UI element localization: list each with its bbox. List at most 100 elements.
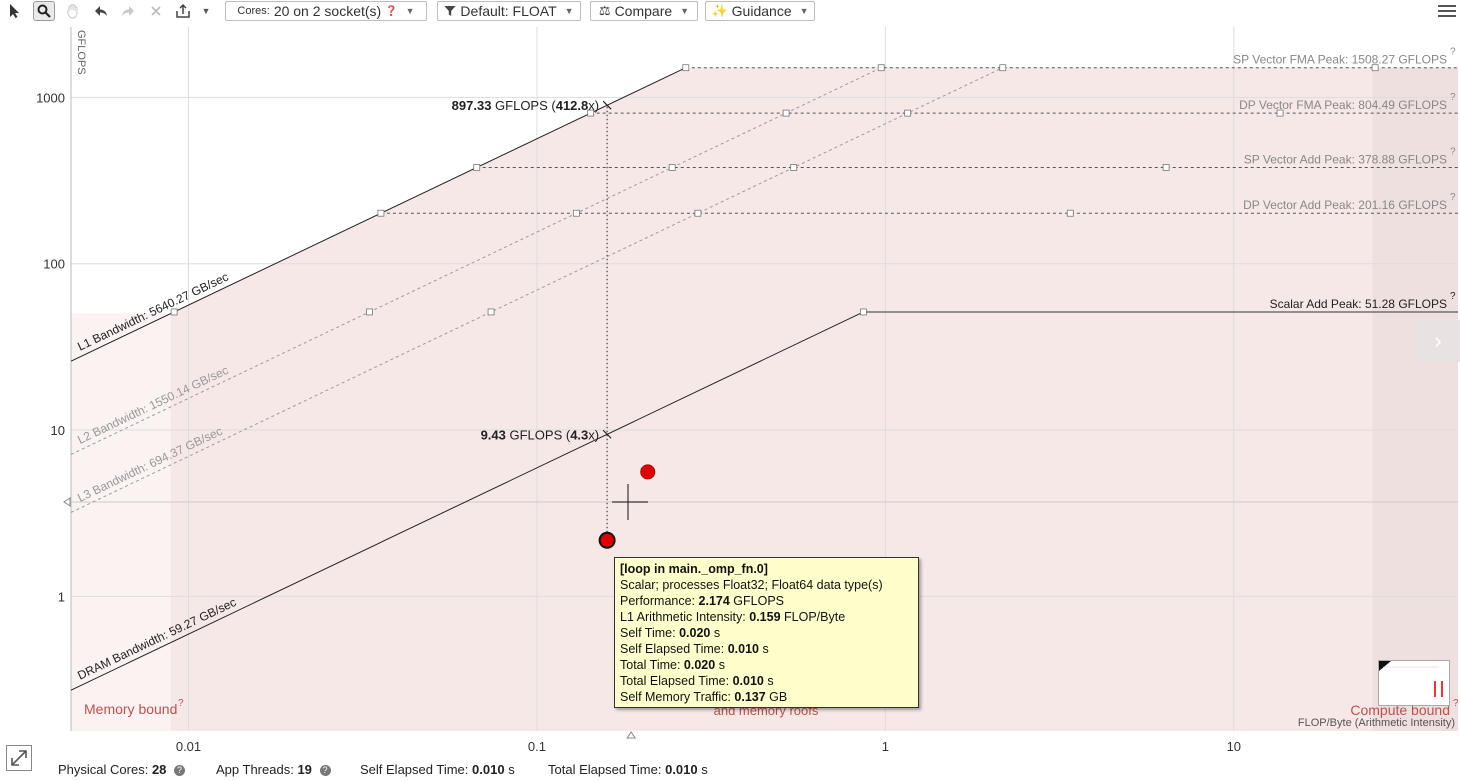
cores-help-icon[interactable]: ❓ xyxy=(385,5,398,17)
tooltip-datatype: Scalar; processes Float32; Float64 data … xyxy=(620,578,883,592)
compute-roof-label: DP Vector Add Peak: 201.16 GFLOPS xyxy=(1243,198,1447,212)
total-elapsed-label: Total Elapsed Time: xyxy=(548,762,662,777)
tooltip-self-elapsed-label: Self Elapsed Time: xyxy=(620,642,725,656)
help-question-icon[interactable]: ? xyxy=(319,765,331,776)
expand-diagonal-icon[interactable] xyxy=(6,745,32,771)
roof-intersection-marker xyxy=(572,209,580,217)
tooltip-sec-unit: s xyxy=(767,674,774,688)
guidance-annotation: 9.43 GFLOPS (4.3x) xyxy=(481,427,600,442)
roof-intersection-marker xyxy=(170,308,178,316)
tooltip-sec-unit: s xyxy=(718,658,725,672)
x-tick-label: 1 xyxy=(882,739,889,754)
tooltip-self-elapsed-value: 0.010 xyxy=(727,642,759,656)
help-question-icon: ? xyxy=(1450,192,1456,203)
self-elapsed-value: 0.010 xyxy=(472,762,505,777)
compute-roof-label: Scalar Add Peak: 51.28 GFLOPS xyxy=(1270,297,1447,311)
cores-label: Cores: xyxy=(237,5,270,17)
compute-bound-band xyxy=(1372,67,1458,731)
compute-roof-label: SP Vector FMA Peak: 1508.27 GFLOPS xyxy=(1233,53,1447,67)
tooltip-traffic-unit: GB xyxy=(769,690,788,704)
loop-data-point[interactable] xyxy=(598,531,616,549)
hamburger-menu-icon[interactable] xyxy=(1436,1,1458,21)
guidance-tick-mark xyxy=(602,100,612,110)
filter-dropdown[interactable]: Default: FLOAT ▼ xyxy=(437,1,581,21)
filter-label: Default: FLOAT xyxy=(460,3,557,19)
guidance-dropdown[interactable]: ✨ Guidance ▼ xyxy=(705,1,815,21)
undo-arrow-icon[interactable] xyxy=(92,1,110,21)
roof-intersection-marker xyxy=(682,64,690,72)
compute-roof-label: DP Vector FMA Peak: 804.49 GFLOPS xyxy=(1239,98,1447,112)
compute-roof-label: SP Vector Add Peak: 378.88 GFLOPS xyxy=(1244,152,1447,166)
memory-roof-line[interactable] xyxy=(70,311,864,691)
pan-hand-icon[interactable] xyxy=(64,1,82,21)
roof-intersection-marker xyxy=(790,164,798,171)
self-elapsed-label: Self Elapsed Time: xyxy=(360,762,469,777)
roof-intersection-marker xyxy=(904,109,912,117)
app-threads-label: App Threads: xyxy=(216,762,294,777)
cores-value: 20 on 2 socket(s) xyxy=(273,3,382,19)
tooltip-ai-unit: FLOP/Byte xyxy=(784,610,846,624)
roof-intersection-marker xyxy=(877,64,885,72)
y-tick-label: 10 xyxy=(51,423,65,438)
loop-data-point[interactable] xyxy=(640,464,656,480)
roof-intersection-marker xyxy=(1162,164,1170,171)
funnel-filter-icon xyxy=(444,6,456,16)
tooltip-title: [loop in main._omp_fn.0] xyxy=(620,562,768,576)
export-share-icon[interactable] xyxy=(174,1,192,21)
redo-arrow-icon[interactable] xyxy=(119,1,137,21)
roof-intersection-marker xyxy=(782,109,790,117)
guidance-tick-mark xyxy=(602,429,612,439)
roof-intersection-marker xyxy=(1066,209,1074,217)
chevron-down-icon: ▼ xyxy=(405,6,415,16)
y-tick-label: 1000 xyxy=(36,90,65,105)
zoom-magnifier-icon[interactable] xyxy=(33,1,55,21)
roof-intersection-marker xyxy=(366,308,373,316)
chevron-down-icon: ▼ xyxy=(564,6,574,16)
scales-icon: ⚖ xyxy=(598,3,611,18)
physical-cores-value: 28 xyxy=(151,762,167,777)
cores-dropdown[interactable]: Cores: 20 on 2 socket(s) ❓ ▼ xyxy=(225,1,427,21)
roof-intersection-marker xyxy=(694,209,702,217)
x-axis-label: FLOP/Byte (Arithmetic Intensity) xyxy=(1298,717,1455,729)
tooltip-self-time-value: 0.020 xyxy=(679,626,711,640)
y-axis-cursor-marker xyxy=(63,497,71,507)
roof-intersection-marker xyxy=(668,164,676,171)
x-tick-label: 0.1 xyxy=(528,739,546,754)
close-x-icon[interactable] xyxy=(147,1,165,21)
y-tick-label: 1 xyxy=(58,589,65,604)
chevron-right-icon[interactable]: › xyxy=(1416,320,1460,362)
tooltip-total-time-label: Total Time: xyxy=(620,658,681,672)
memory-bound-band xyxy=(71,313,171,731)
physical-cores-label: Physical Cores: xyxy=(58,762,149,777)
status-bar: Physical Cores: 28 ? App Threads: 19 ? S… xyxy=(0,760,1460,781)
help-question-icon: ? xyxy=(1450,92,1456,103)
roof-intersection-marker xyxy=(1276,109,1284,117)
chart-thumbnail-preview[interactable] xyxy=(1378,660,1450,706)
chevron-down-icon: ▼ xyxy=(680,6,690,16)
compare-dropdown[interactable]: ⚖ Compare ▼ xyxy=(590,1,698,21)
select-cursor-icon[interactable] xyxy=(6,1,24,21)
roof-intersection-marker xyxy=(1371,64,1379,72)
memory-bound-label: Memory bound xyxy=(84,701,177,717)
tooltip-perf-unit: GFLOPS xyxy=(733,594,784,608)
tooltip-total-time-value: 0.020 xyxy=(683,658,716,672)
tooltip-traffic-label: Self Memory Traffic: xyxy=(620,690,731,704)
roofline-chart[interactable]: 0.01 0.1 1 10 1 10 100 1000 GFLOPS FLOP/Byte (Ari… xyxy=(0,24,1460,760)
help-question-icon[interactable]: ? xyxy=(174,765,186,776)
compute-bound-label: Compute bound xyxy=(1350,702,1450,718)
total-elapsed-value: 0.010 xyxy=(665,762,698,777)
help-question-icon: ? xyxy=(1453,698,1459,709)
tooltip-sec-unit: s xyxy=(713,626,721,640)
roof-intersection-marker xyxy=(587,109,595,117)
magic-wand-icon: ✨ xyxy=(711,3,728,18)
sec-unit: s xyxy=(701,762,708,777)
memory-roof-line[interactable] xyxy=(70,67,1003,513)
roofline-region-fill xyxy=(71,67,1458,731)
tooltip-total-elapsed-label: Total Elapsed Time: xyxy=(620,674,730,688)
toolbar: ▼ Cores: 20 on 2 socket(s) ❓ ▼ Default: … xyxy=(0,0,1460,24)
sec-unit: s xyxy=(508,762,515,777)
export-dropdown-caret-icon[interactable]: ▼ xyxy=(201,6,211,16)
x-tick-label: 10 xyxy=(1227,739,1241,754)
guidance-annotation: 897.33 GFLOPS (412.8x) xyxy=(452,98,599,113)
loop-tooltip: [loop in main._omp_fn.0] Scalar; process… xyxy=(614,557,919,708)
